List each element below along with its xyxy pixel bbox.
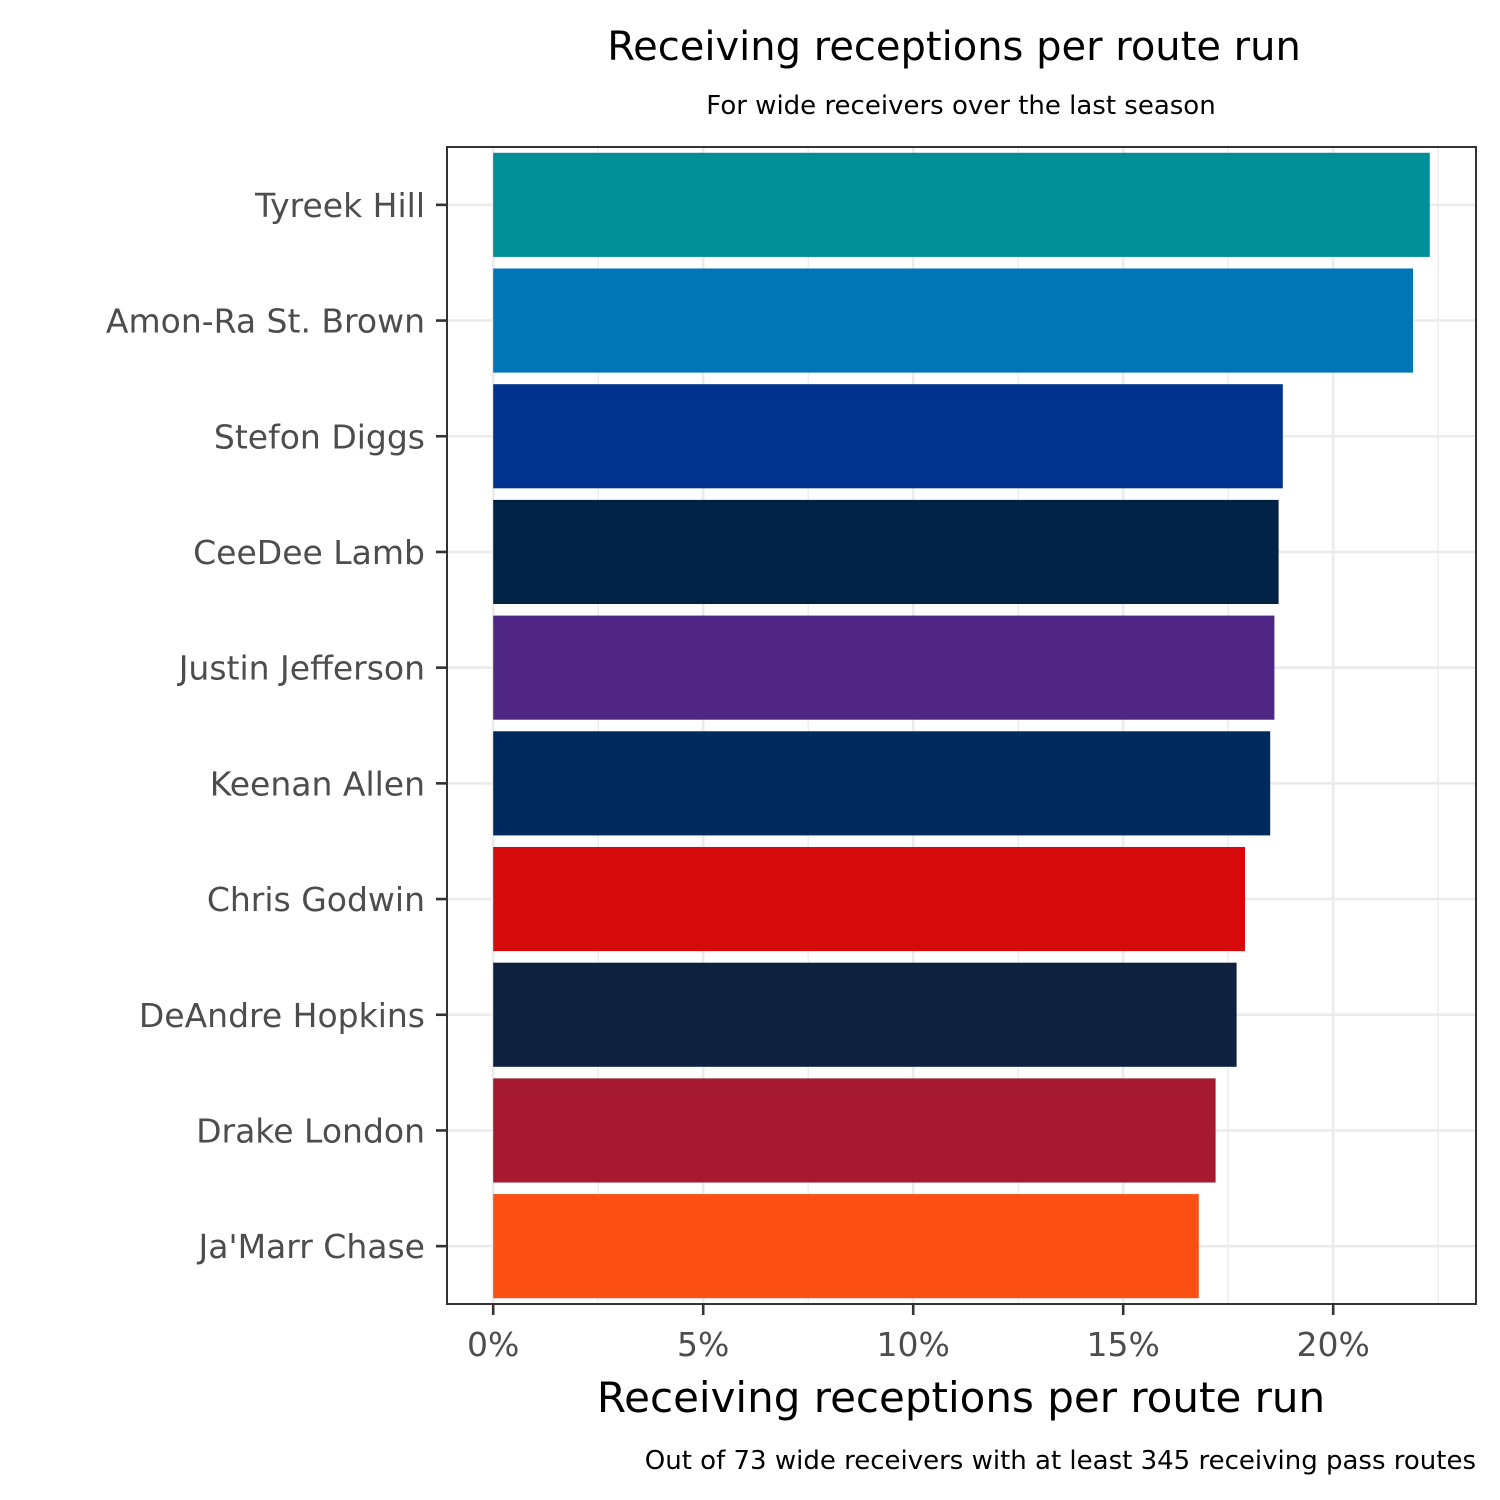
y-tick-label: Chris Godwin bbox=[207, 880, 425, 919]
plot-panel bbox=[446, 146, 1477, 1305]
bar bbox=[493, 846, 1245, 952]
bar bbox=[493, 1078, 1216, 1183]
chart-subtitle: For wide receivers over the last season bbox=[706, 91, 1215, 121]
bars bbox=[493, 152, 1430, 1299]
y-tick-label: Tyreek Hill bbox=[254, 186, 425, 225]
y-tick-label: Keenan Allen bbox=[210, 764, 425, 803]
x-tick-label: 10% bbox=[877, 1325, 950, 1364]
x-axis: 0% 5% 10% 15% 20% bbox=[467, 1304, 1370, 1364]
x-tick-label: 20% bbox=[1297, 1325, 1370, 1364]
y-tick-label: Stefon Diggs bbox=[214, 417, 425, 456]
y-tick-label: Justin Jefferson bbox=[177, 649, 425, 688]
x-tick-label: 0% bbox=[467, 1325, 519, 1364]
bar bbox=[493, 384, 1283, 489]
x-tick-label: 15% bbox=[1087, 1325, 1160, 1364]
x-tick-label: 5% bbox=[677, 1325, 729, 1364]
y-tick-label: Ja'Marr Chase bbox=[197, 1227, 425, 1266]
bar bbox=[493, 615, 1275, 720]
y-tick-label: Drake London bbox=[196, 1111, 425, 1150]
bar bbox=[493, 268, 1413, 373]
chart-caption: Out of 73 wide receivers with at least 3… bbox=[645, 1446, 1476, 1476]
bar bbox=[493, 962, 1237, 1067]
y-tick-label: DeAndre Hopkins bbox=[139, 996, 425, 1035]
y-tick-label: Amon-Ra St. Brown bbox=[106, 302, 425, 341]
bar bbox=[493, 731, 1271, 836]
chart-title: Receiving receptions per route run bbox=[607, 24, 1301, 70]
bar bbox=[493, 499, 1279, 605]
y-axis: Tyreek Hill Amon-Ra St. Brown Stefon Diggs… bbox=[106, 186, 447, 1266]
bar bbox=[493, 152, 1430, 257]
bar bbox=[493, 1194, 1199, 1299]
x-axis-title: Receiving receptions per route run bbox=[597, 1373, 1325, 1422]
y-tick-label: CeeDee Lamb bbox=[193, 533, 425, 572]
